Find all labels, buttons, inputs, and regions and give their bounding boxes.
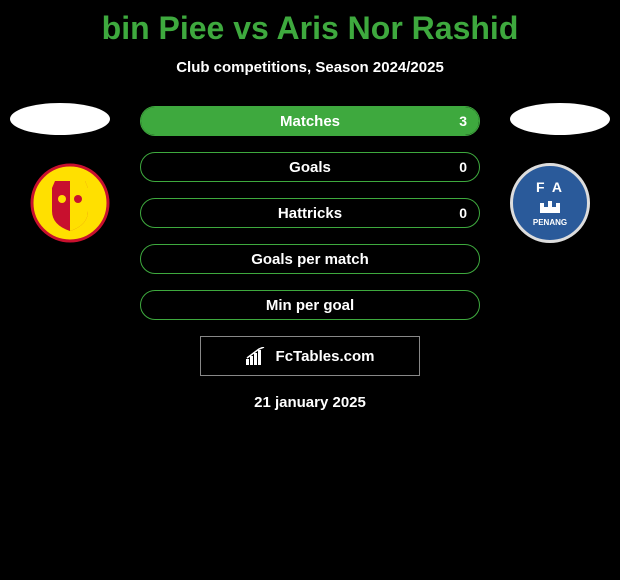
stat-bar: Goals per match bbox=[140, 244, 480, 274]
stat-value-right: 3 bbox=[459, 113, 467, 129]
club-badge-left bbox=[30, 163, 110, 243]
fctables-logo-icon bbox=[246, 347, 268, 365]
club-badge-right: F A PENANG bbox=[510, 163, 590, 243]
page-title: bin Piee vs Aris Nor Rashid bbox=[0, 0, 620, 47]
stat-label: Matches bbox=[141, 113, 479, 130]
stat-value-right: 0 bbox=[459, 205, 467, 221]
brand-box: FcTables.com bbox=[200, 336, 420, 376]
stat-bar: Goals0 bbox=[140, 152, 480, 182]
page-subtitle: Club competitions, Season 2024/2025 bbox=[0, 59, 620, 76]
badge-right-text-top: F A bbox=[533, 179, 567, 196]
stat-bar: Hattricks0 bbox=[140, 198, 480, 228]
stat-label: Goals per match bbox=[141, 251, 479, 268]
stat-bar: Min per goal bbox=[140, 290, 480, 320]
comparison-content: F A PENANG Matches3Goals0Hattricks0Goals… bbox=[0, 106, 620, 411]
stat-label: Goals bbox=[141, 159, 479, 176]
selangor-crest-icon bbox=[30, 163, 110, 243]
stat-label: Hattricks bbox=[141, 205, 479, 222]
stat-label: Min per goal bbox=[141, 297, 479, 314]
brand-text: FcTables.com bbox=[276, 348, 375, 365]
stat-value-right: 0 bbox=[459, 159, 467, 175]
stats-container: Matches3Goals0Hattricks0Goals per matchM… bbox=[140, 106, 480, 320]
stat-bar: Matches3 bbox=[140, 106, 480, 136]
player-portrait-left bbox=[10, 103, 110, 135]
player-portrait-right bbox=[510, 103, 610, 135]
badge-right-text-bottom: PENANG bbox=[533, 218, 567, 228]
page-date: 21 january 2025 bbox=[0, 394, 620, 411]
penang-crest-icon: F A PENANG bbox=[533, 179, 567, 228]
